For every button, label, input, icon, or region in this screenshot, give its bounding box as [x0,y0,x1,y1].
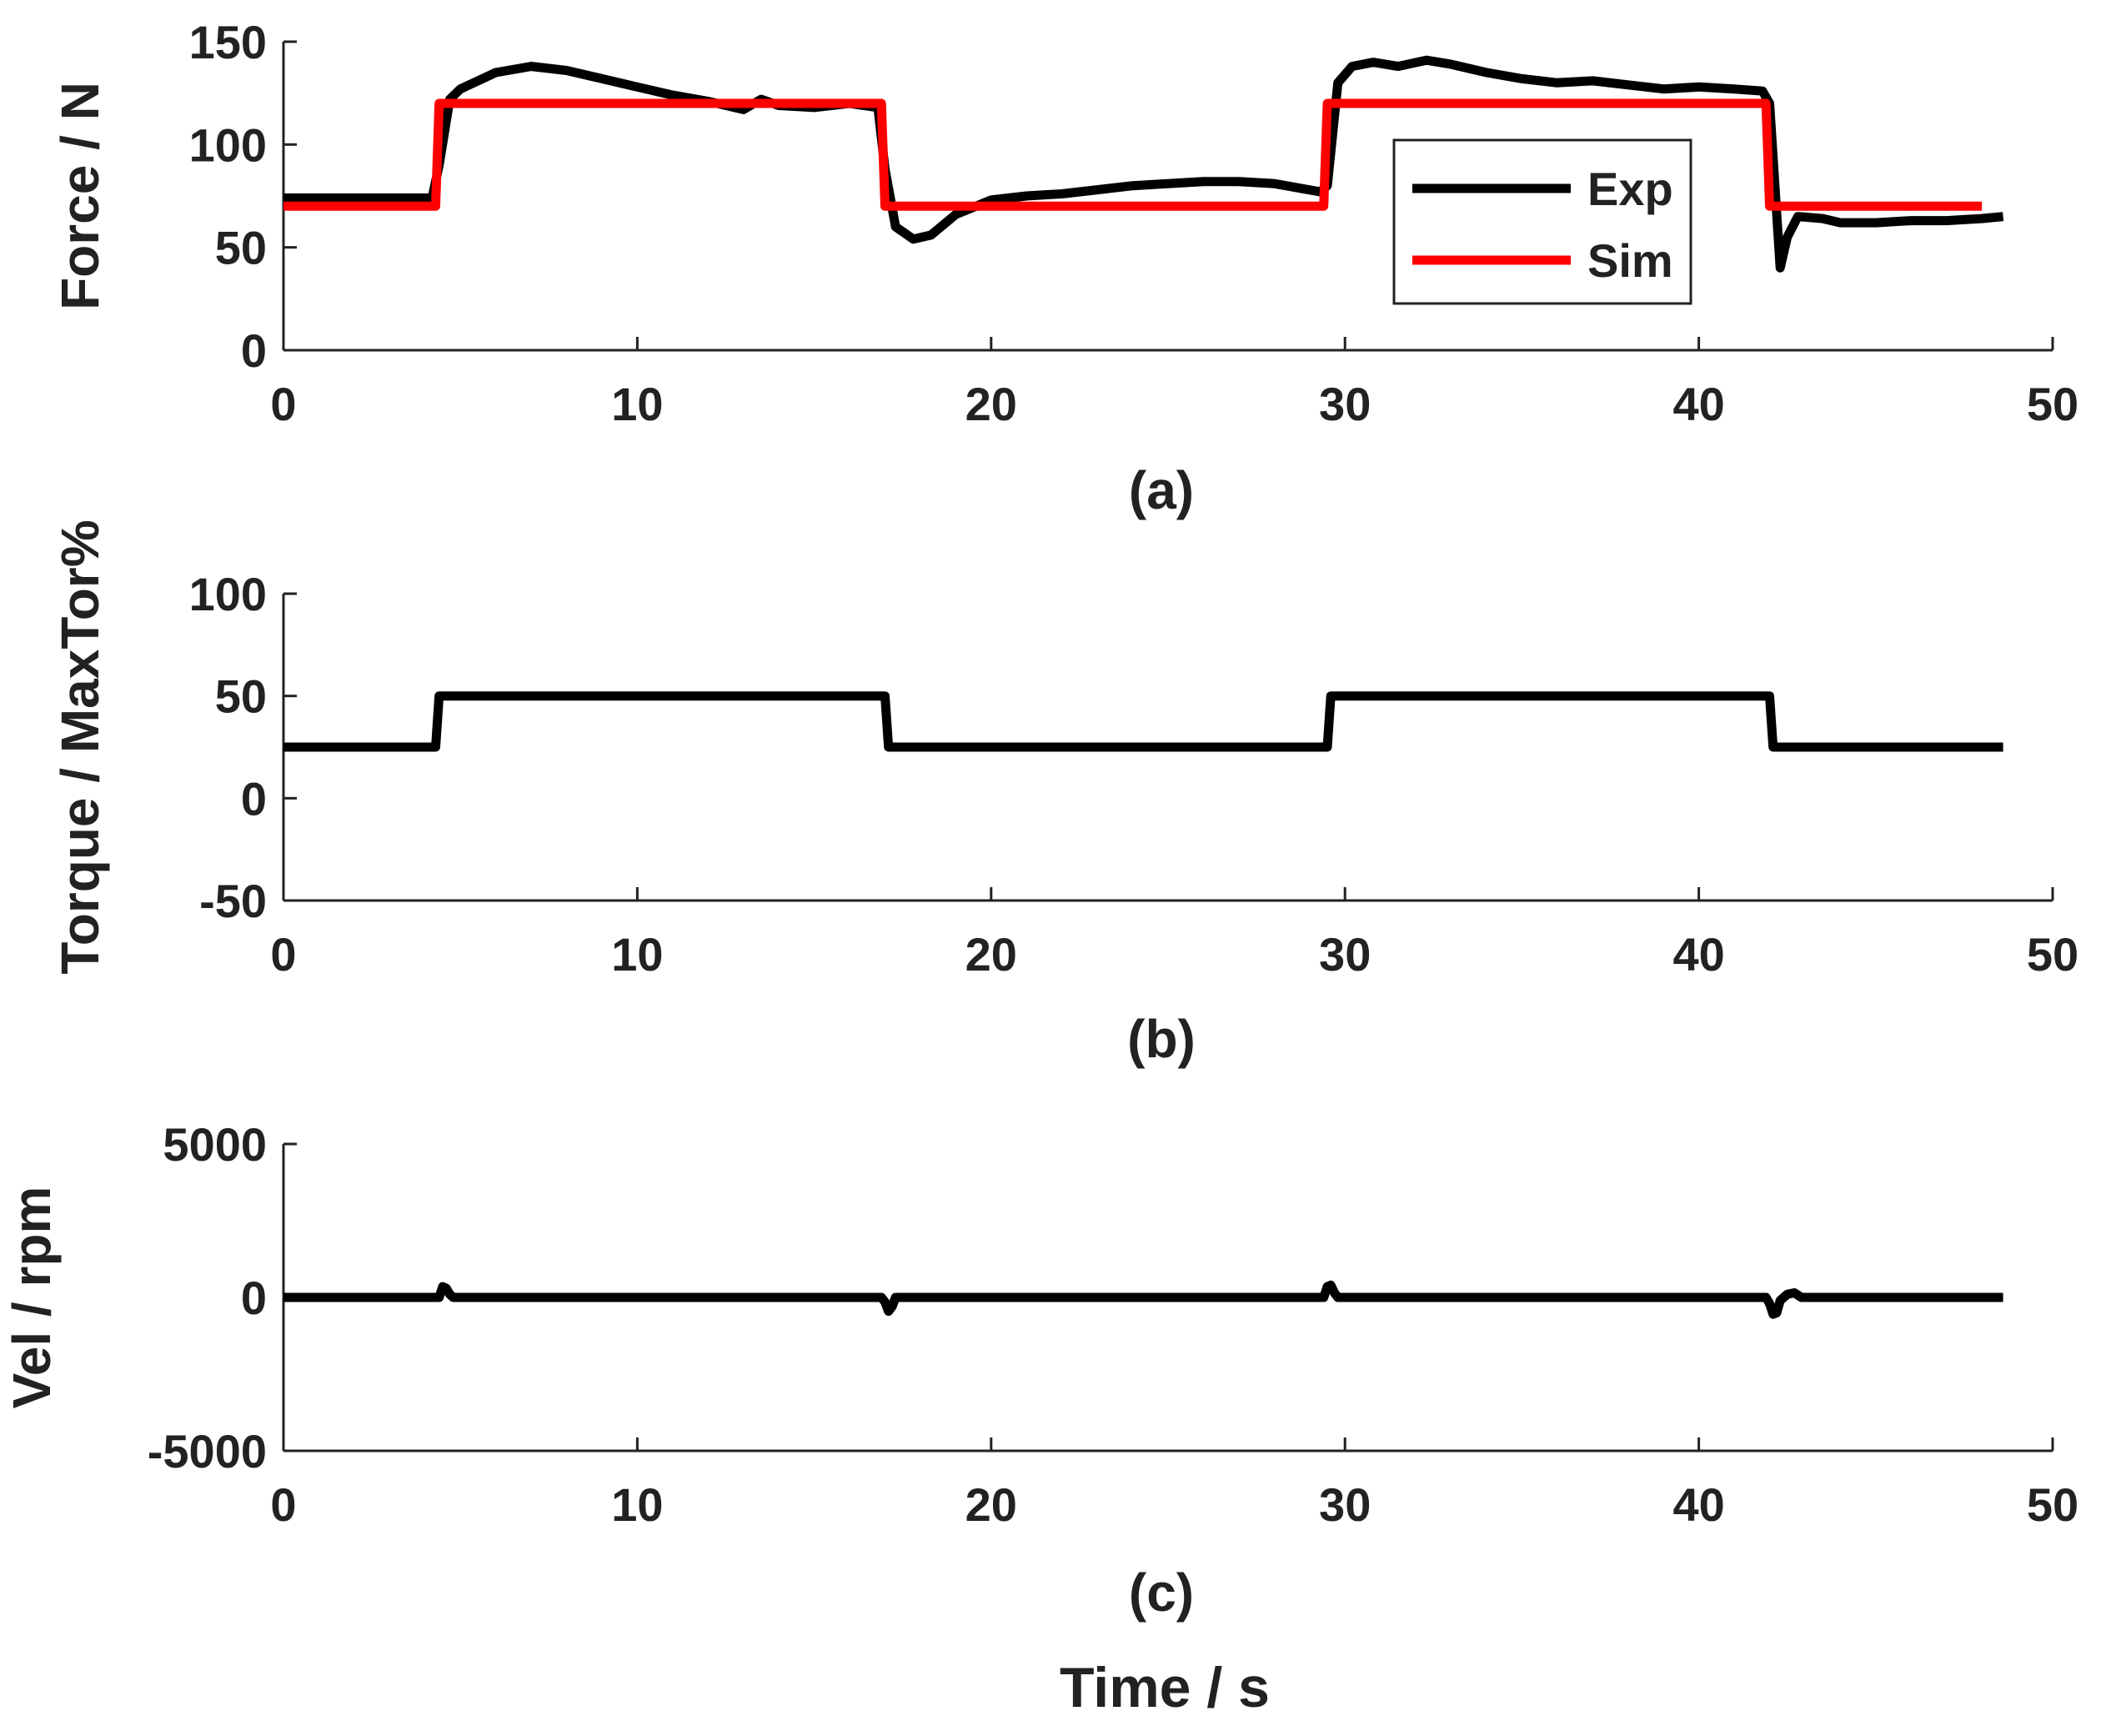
x-tick-label-0: 0 [270,928,296,981]
y-axis-label: Vel / rpm [2,1187,62,1409]
y-tick-label-50: 50 [215,222,267,274]
x-tick-label-30: 30 [1319,378,1371,430]
panel-caption: (a) [1129,460,1194,520]
x-tick-label-50: 50 [2027,378,2078,430]
x-tick-label-0: 0 [270,1478,296,1531]
y-tick-label-100: 100 [189,568,267,620]
y-tick-label-0: 0 [241,324,267,377]
y-tick-label-5000: -5000 [148,1425,267,1478]
x-tick-label-40: 40 [1672,378,1724,430]
series-line [283,691,2003,752]
x-tick-label-30: 30 [1319,1478,1371,1531]
y-tick-label-0: 0 [241,1272,267,1324]
panel-caption: (c) [1129,1563,1194,1623]
panel-a-force: 0 10 20 30 40 50 0 50 100 150 Force / N (a) Exp Sim [50,16,2078,520]
y-tick-label-150: 150 [189,16,267,68]
x-tick-label-50: 50 [2027,928,2078,981]
x-tick-label-0: 0 [270,378,296,430]
series-line [283,1280,2003,1319]
y-tick-label-100: 100 [189,118,267,171]
x-tick-label-20: 20 [965,928,1017,981]
y-axis-label: Force / N [50,82,110,310]
figure-xlabel: Time / s [1060,1656,1270,1719]
x-tick-label-40: 40 [1672,1478,1724,1531]
legend-box [1392,138,1692,305]
panel-caption: (b) [1127,1009,1196,1069]
x-tick-label-30: 30 [1319,928,1371,981]
series-exp-line [283,55,2004,273]
x-tick-label-50: 50 [2027,1478,2078,1531]
y-tick-label-5000: 5000 [163,1118,267,1171]
x-tick-label-20: 20 [965,378,1017,430]
x-tick-label-10: 10 [611,928,663,981]
x-tick-label-20: 20 [965,1478,1017,1531]
y-axis-label: Torque / MaxTor% [50,519,110,974]
legend-label-sim: Sim [1587,234,1673,287]
series-sim-line [283,98,1983,211]
x-tick-label-10: 10 [611,378,663,430]
y-tick-label-50: -50 [199,875,267,927]
legend-label-exp: Exp [1587,163,1673,215]
y-tick-label-0: 0 [241,772,267,825]
legend: Exp Sim [1392,138,1692,305]
x-tick-label-40: 40 [1672,928,1724,981]
y-tick-label-50: 50 [215,670,267,723]
x-tick-label-10: 10 [611,1478,663,1531]
